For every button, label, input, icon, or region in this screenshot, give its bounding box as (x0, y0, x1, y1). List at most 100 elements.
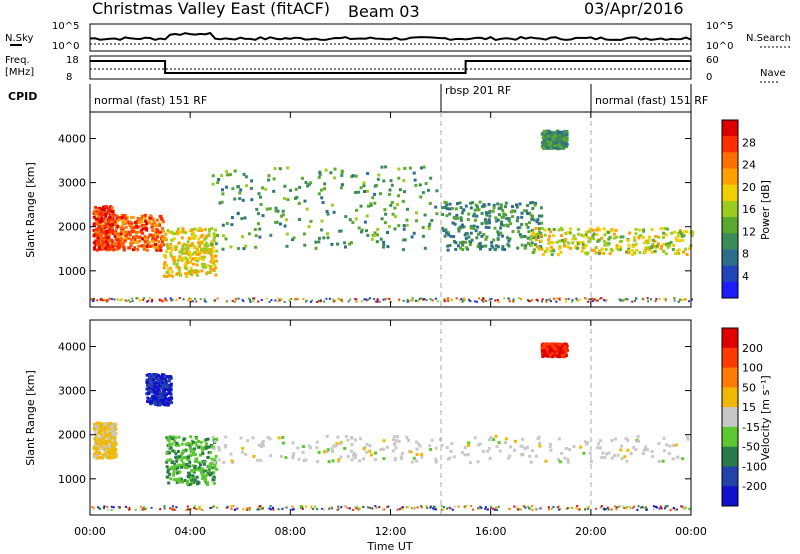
velScatter-cell-2-222 (213, 466, 217, 470)
powerScatter-cell-1-139 (161, 229, 165, 233)
powerScatter-cell-2-53 (197, 237, 201, 241)
powerScatter-cell-0-177 (111, 240, 115, 244)
powerScatter-cell-3-135 (390, 200, 394, 204)
velScatter-cell-0-210 (113, 422, 117, 426)
powerScatter-ground-172 (274, 299, 277, 302)
velScatter-ground-74 (198, 507, 201, 510)
powerScatter-cell-4-27 (503, 248, 507, 251)
powerScatter-cell-1-21 (129, 243, 133, 247)
powerScatter-cell-2-86 (189, 272, 192, 276)
velScatter-cell-3-182 (686, 435, 690, 439)
powerScatter-cell-2-245 (207, 229, 211, 233)
velScatter-cell-3-238 (302, 459, 306, 463)
powerScatter-cell-2-206 (193, 250, 197, 254)
powerScatter-cell-2-65 (214, 273, 218, 277)
powerScatter-ground-131 (536, 299, 539, 302)
velScatter-cell-4-195 (547, 351, 551, 354)
velocity-colorbar-label: Velocity [m s⁻¹] (759, 375, 772, 460)
velScatter-ground-135 (291, 505, 294, 508)
powerScatter-cell-2-147 (180, 248, 184, 251)
powerScatter-ground-148 (384, 298, 387, 301)
powerScatter-cell-4-214 (496, 218, 500, 222)
powerScatter-cell-1-128 (138, 235, 142, 239)
powerScatter-cell-1-88 (129, 238, 133, 242)
powerScatter-cell-5-228 (545, 249, 549, 253)
powerScatter-cell-5-212 (631, 245, 635, 249)
velScatter-cell-2-243 (204, 438, 208, 441)
powerScatter-cell-4-148 (501, 247, 505, 251)
powerScatter-cell-4-89 (528, 211, 531, 215)
velScatter-cell-1-254 (146, 383, 149, 387)
powerScatter-cell-3-227 (422, 165, 426, 169)
velScatter-ground-1 (143, 505, 146, 508)
powerScatter-cell-3-190 (357, 190, 361, 194)
powerScatter-cell-3-156 (216, 181, 220, 185)
velScatter-cell-3-232 (585, 442, 589, 446)
velScatter-cell-2-23 (172, 471, 176, 474)
powerScatter-cell-3-185 (256, 222, 260, 226)
powerScatter-cell-2-72 (210, 227, 214, 231)
time-axis: 00:00 04:00 08:00 12:00 16:00 20:00 00:00 (74, 112, 707, 538)
velScatter-ground-199 (688, 507, 691, 510)
velScatter-ground-241 (312, 507, 315, 510)
velScatter-cell-3-10 (657, 459, 661, 463)
powerScatter-ground-192 (171, 298, 174, 301)
velScatter-cell-4-234 (550, 355, 554, 359)
powerScatter-cell-0-211 (110, 238, 113, 242)
powerScatter-cell-4-91 (506, 236, 510, 240)
powerScatter-cell-5-203 (566, 231, 570, 235)
cpid-segment-1: rbsp 201 RF (445, 84, 511, 97)
powerScatter-cell-0-156 (108, 213, 112, 217)
powerScatter-cell-1-87 (135, 223, 138, 226)
velScatter-ground-247 (401, 508, 404, 511)
powerScatter-cell-5-64 (540, 226, 544, 230)
powerScatter-cell-3-132 (332, 210, 336, 214)
powerScatter-cell-0-120 (104, 214, 108, 218)
velScatter-ground-226 (170, 507, 173, 510)
powerScatter-cell-2-125 (194, 258, 198, 262)
powerScatter-cell-4-28 (526, 204, 530, 208)
powerScatter-cell-5-178 (672, 230, 676, 234)
powerScatter-cell-3-57 (393, 206, 397, 210)
power-panel-frame (89, 111, 692, 308)
velScatter-cell-3-71 (420, 455, 424, 459)
powerScatter-cell-2-104 (201, 265, 205, 269)
velScatter-cell-2-70 (212, 471, 216, 475)
powerScatter-cell-1-144 (121, 227, 125, 231)
powerScatter-cell-2-252 (182, 251, 186, 255)
velScatter-cell-3-27 (408, 449, 411, 453)
powerScatter-cell-3-105 (386, 231, 389, 234)
powerScatter-cell-4-166 (499, 204, 503, 208)
powerScatter-cell-3-0 (221, 192, 225, 196)
powerScatter-cell-3-178 (402, 224, 406, 228)
velScatter-cell-2-67 (201, 470, 205, 474)
velScatter-cell-3-34 (409, 450, 413, 454)
powerScatter-ground-153 (602, 298, 605, 301)
velScatter-cell-1-168 (146, 396, 150, 400)
powerScatter-cell-4-217 (459, 218, 463, 222)
powerScatter-cell-4-57 (474, 229, 478, 233)
velScatter-cell-1-98 (150, 382, 154, 386)
powerScatter-cell-4-173 (511, 209, 515, 213)
powerScatter-cell-2-77 (214, 228, 217, 232)
powerScatter-cell-1-165 (141, 227, 145, 231)
velScatter-ground-99 (606, 506, 609, 509)
velScatter-cell-2-185 (173, 439, 177, 443)
powerScatter-cell-5-252 (642, 228, 646, 232)
powerScatter-ground-17 (591, 300, 594, 303)
velScatter-cell-2-88 (190, 448, 194, 452)
velScatter-cell-3-227 (395, 435, 399, 439)
powerScatter-cell-0-259 (93, 212, 97, 216)
powerScatter-cell-4-49 (504, 201, 508, 205)
powerScatter-cell-3-186 (380, 217, 384, 221)
velScatter-cell-3-253 (322, 450, 326, 454)
powerScatter-ground-34 (481, 299, 484, 302)
powerScatter-cell-5-11 (533, 235, 537, 239)
powerScatter-cell-3-244 (348, 218, 352, 222)
powerScatter-cell-1-158 (161, 237, 165, 241)
powerScatter-cell-4-232 (520, 211, 524, 215)
velScatter-ground-253 (440, 508, 443, 511)
powerScatter-cell-6-201 (562, 137, 565, 141)
powerScatter-cell-5-78 (598, 228, 602, 232)
velScatter-cell-2-168 (202, 462, 206, 466)
